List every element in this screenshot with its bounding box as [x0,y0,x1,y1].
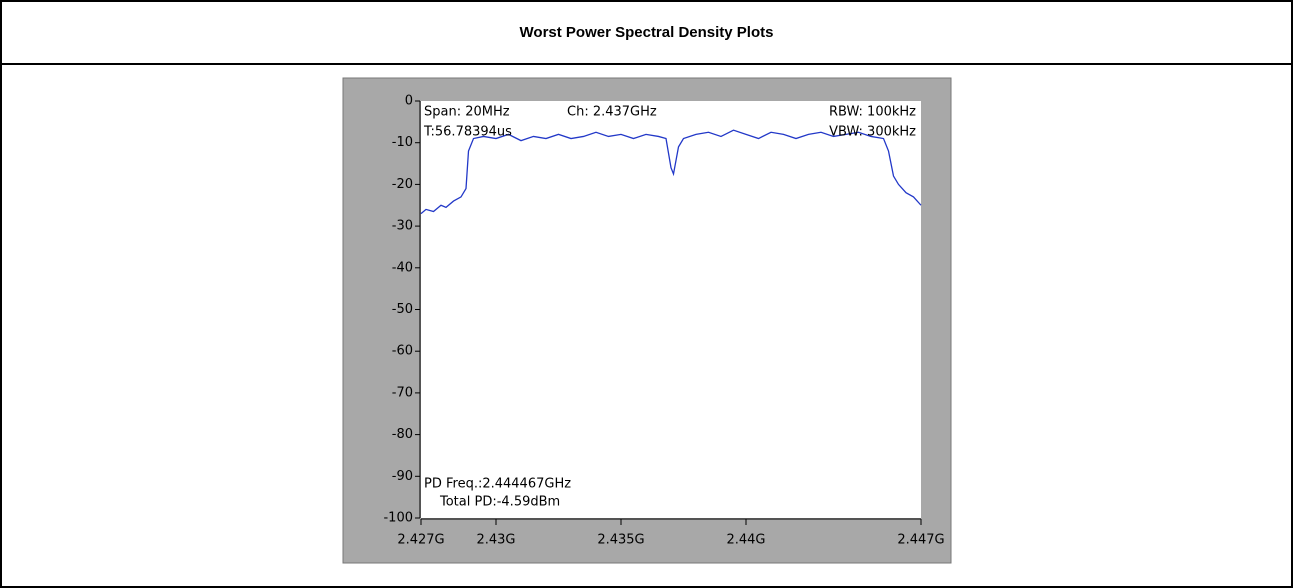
y-tick-label: -60 [392,344,413,359]
table-title: Worst Power Spectral Density Plots [2,2,1291,65]
annotation: T:56.78394us [423,125,512,140]
y-tick-label: 0 [405,94,413,109]
y-tick-label: -100 [383,511,413,526]
annotation: Ch: 2.437GHz [567,105,657,120]
y-tick-label: -80 [392,427,413,442]
annotation: RBW: 100kHz [829,105,916,120]
y-tick-label: -20 [392,177,413,192]
annotation: Total PD:-4.59dBm [439,495,560,510]
x-tick-label: 2.44G [726,533,765,548]
y-tick-label: -90 [392,469,413,484]
psd-trace [420,129,922,215]
annotation: PD Freq.:2.444467GHz [424,477,571,492]
x-tick-label: 2.427G [397,533,444,548]
x-tick-label: 2.447G [897,533,944,548]
annotation: Span: 20MHz [424,105,510,120]
y-tick-label: -70 [392,385,413,400]
annotation: VBW: 300kHz [829,125,916,140]
plot-area [421,101,921,518]
x-tick-label: 2.435G [597,533,644,548]
y-tick-label: -50 [392,302,413,317]
y-tick-label: -10 [392,135,413,150]
y-tick-label: -30 [392,219,413,234]
y-tick-label: -40 [392,260,413,275]
x-tick-label: 2.43G [476,533,515,548]
